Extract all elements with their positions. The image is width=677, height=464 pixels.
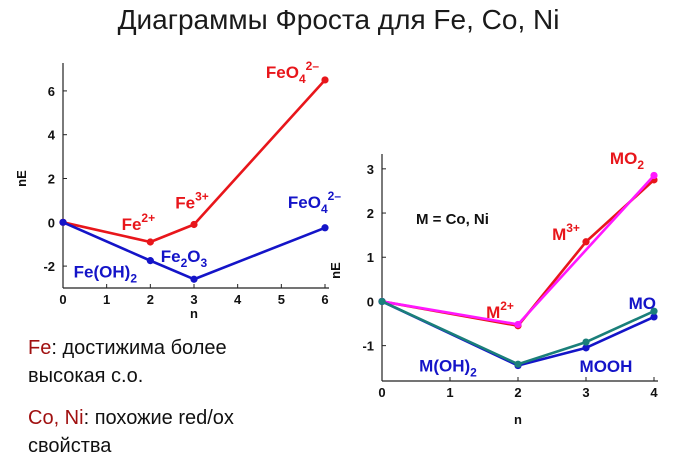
series-annotation: MO — [629, 294, 656, 313]
note-co-ni: Co, Ni: похожие red/ox свойства — [28, 404, 234, 460]
series-line-1 — [62, 79, 326, 244]
series-annotation: Fe3+ — [175, 189, 209, 212]
x-axis-label: n — [190, 306, 198, 321]
series-annotation: M3+ — [552, 221, 580, 244]
annotation-subscript: 3 — [201, 256, 208, 270]
x-axis-label: n — [514, 412, 522, 427]
data-point — [582, 238, 590, 246]
annotation-base: Fe — [175, 193, 195, 212]
x-tick-label: 1 — [103, 292, 110, 307]
data-point — [59, 218, 67, 226]
x-tick-label: 3 — [190, 292, 197, 307]
x-tick-label: 2 — [147, 292, 154, 307]
annotation-superscript: 2– — [328, 189, 342, 203]
series-annotation: FeO42– — [288, 189, 341, 216]
x-tick-label: 1 — [446, 385, 453, 400]
annotation-base: MO — [610, 149, 637, 168]
data-point — [650, 171, 658, 180]
annotation-subscript: 2 — [470, 366, 477, 380]
data-point — [321, 76, 329, 84]
data-point — [146, 238, 154, 246]
data-point — [582, 338, 590, 346]
annotation-base: MO — [629, 294, 656, 313]
series-annotation: FeO42– — [266, 59, 319, 86]
data-point — [650, 307, 658, 315]
x-tick-label: 2 — [514, 385, 521, 400]
annotation-base: O — [187, 247, 200, 266]
annotation-subscript: 2 — [130, 272, 137, 286]
y-tick-label: 1 — [367, 250, 374, 265]
annotation-base: Fe — [122, 215, 142, 234]
annotation-superscript: 2+ — [141, 211, 155, 225]
y-tick-label: 6 — [48, 84, 55, 99]
series-annotation: Fe2+ — [122, 211, 156, 234]
series-annotation: M = Co, Ni — [416, 211, 489, 228]
y-tick-label: 0 — [367, 294, 374, 309]
annotation-base: M — [552, 225, 566, 244]
annotation-superscript: 3+ — [195, 189, 209, 203]
y-tick-label: 3 — [367, 162, 374, 177]
series-annotation: Fe2O3 — [161, 247, 208, 270]
annotation-base: Fe — [161, 247, 181, 266]
x-tick-label: 4 — [650, 385, 658, 400]
note-fe-text: : достижима более — [51, 337, 227, 359]
data-point — [190, 220, 198, 229]
annotation-superscript: 2+ — [500, 299, 514, 313]
data-point — [650, 313, 658, 321]
x-tick-label: 5 — [278, 292, 285, 307]
annotation-base: FeO — [266, 63, 299, 82]
note-co-ni-element: Co, Ni — [28, 407, 84, 429]
annotation-subscript: 2 — [637, 158, 644, 172]
series-line-2 — [381, 174, 655, 326]
y-axis-label: nE — [328, 262, 343, 279]
data-point — [514, 320, 522, 329]
series-annotation: MO2 — [610, 149, 644, 172]
y-tick-label: 0 — [48, 215, 55, 230]
note-co-ni-text: : похожие red/ox — [83, 407, 234, 429]
data-point — [378, 297, 386, 306]
data-point — [582, 344, 590, 352]
annotation-subscript: 4 — [321, 202, 328, 216]
y-axis-label: nE — [14, 170, 29, 187]
annotation-base: M — [486, 303, 500, 322]
page-title: Диаграммы Фроста для Fe, Co, Ni — [117, 4, 560, 35]
data-point — [190, 275, 198, 283]
series-line-2 — [62, 221, 326, 281]
x-tick-label: 0 — [59, 292, 66, 307]
note-fe-element: Fe — [28, 337, 52, 359]
annotation-superscript: 3+ — [566, 221, 580, 235]
series-annotation: M2+ — [486, 299, 514, 322]
x-tick-label: 3 — [582, 385, 589, 400]
x-tick-label: 0 — [378, 385, 385, 400]
series-line-4 — [381, 300, 655, 366]
annotation-base: Fe(OH) — [74, 263, 131, 282]
series-annotation: M(OH)2 — [419, 357, 477, 380]
y-tick-label: 2 — [48, 172, 55, 187]
annotation-base: M(OH) — [419, 357, 470, 376]
series-line-1 — [381, 178, 655, 328]
note-co-ni-text-2: свойства — [28, 435, 112, 457]
y-tick-label: -2 — [43, 259, 55, 274]
note-fe-text-2: высокая с.о. — [28, 365, 144, 387]
series-annotation: Fe(OH)2 — [74, 263, 138, 286]
data-point — [146, 257, 154, 265]
y-tick-label: 4 — [48, 128, 56, 143]
y-tick-label: 2 — [367, 206, 374, 221]
annotation-subscript: 4 — [299, 72, 306, 86]
data-point — [321, 224, 329, 232]
annotation-superscript: 2– — [306, 59, 320, 73]
x-tick-label: 6 — [321, 292, 328, 307]
data-point — [514, 360, 522, 368]
x-tick-label: 4 — [234, 292, 242, 307]
y-tick-label: -1 — [362, 339, 374, 354]
note-fe: Fe: достижима более высокая с.о. — [28, 334, 227, 390]
annotation-base: FeO — [288, 193, 321, 212]
series-annotation: MOOH — [580, 357, 633, 376]
annotation-subscript: 2 — [181, 256, 188, 270]
annotation-base: MOOH — [580, 357, 633, 376]
